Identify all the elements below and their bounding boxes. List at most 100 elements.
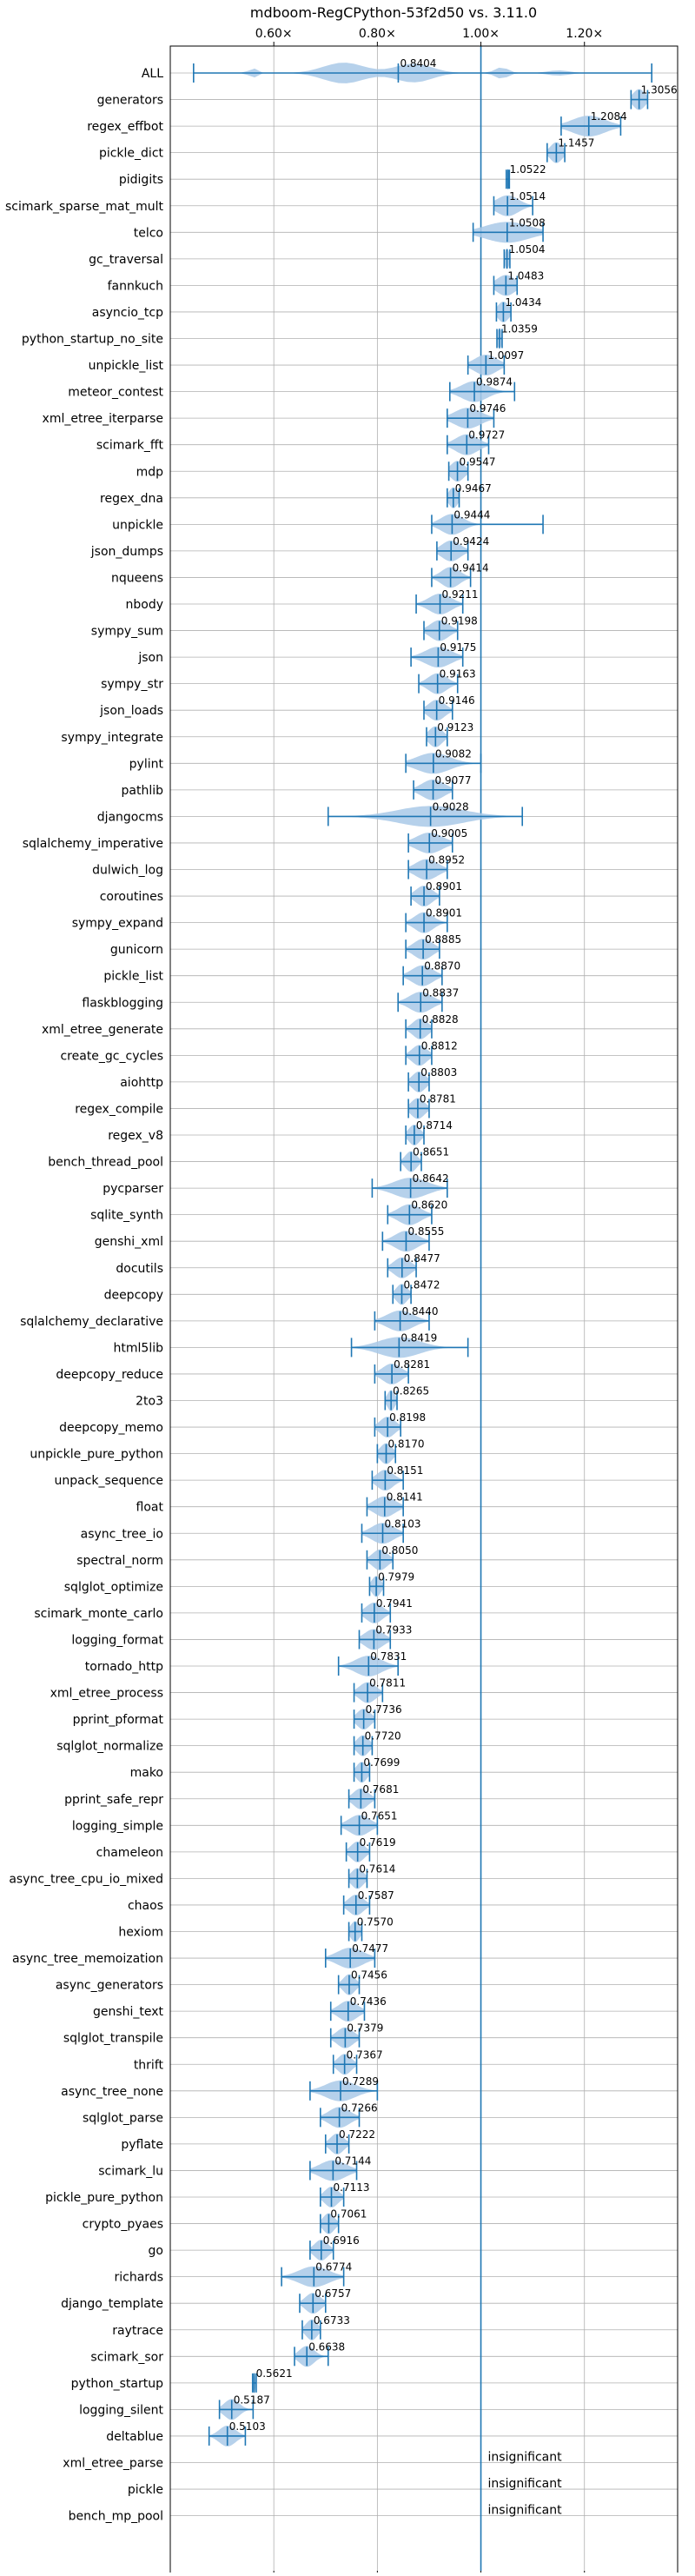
violin-layer — [193, 46, 653, 2571]
violin-mako — [353, 1762, 371, 1783]
grid-layer — [170, 42, 678, 2575]
benchmark-name: logging_silent — [79, 2403, 163, 2417]
violin-python_startup_no_site — [496, 328, 503, 349]
x-tick-label-top: 1.00× — [462, 27, 500, 41]
violin-deepcopy — [392, 1284, 412, 1305]
violin-pathlib — [413, 779, 453, 800]
value-label: 1.0359 — [501, 323, 538, 335]
value-label: 1.0483 — [507, 269, 544, 282]
violin-pprint_pformat — [353, 1709, 376, 1730]
value-label: 0.9005 — [431, 827, 467, 840]
benchmark-name: djangocms — [97, 810, 163, 824]
violin-pprint_safe_repr — [348, 1788, 376, 1809]
value-label: 0.7681 — [362, 1783, 399, 1796]
value-label: 0.8151 — [387, 1464, 423, 1477]
violin-genshi_xml — [381, 1231, 430, 1252]
value-label: 0.7979 — [378, 1570, 414, 1583]
benchmark-name: logging_format — [71, 1633, 163, 1647]
violin-flaskblogging — [397, 992, 443, 1013]
value-label: 0.9123 — [437, 721, 473, 734]
benchmark-name: async_tree_memoization — [12, 1952, 163, 1966]
benchmark-name: spectral_norm — [76, 1554, 163, 1568]
value-label: 0.8885 — [425, 933, 461, 946]
benchmark-name: deepcopy — [104, 1288, 163, 1302]
violin-scimark_monte_carlo — [361, 1602, 392, 1623]
benchmark-name: pathlib — [122, 784, 164, 798]
violin-raytrace — [301, 2319, 321, 2340]
benchmark-name: xml_etree_iterparse — [43, 412, 163, 426]
benchmark-name: mako — [130, 1766, 163, 1780]
benchmark-name: deepcopy_reduce — [56, 1368, 163, 1382]
benchmark-name: float — [136, 1501, 164, 1515]
value-label: 0.8281 — [394, 1358, 430, 1371]
violin-pickle_pure_python — [320, 2187, 345, 2208]
violin-mdp — [447, 461, 469, 482]
violin-pickle_list — [402, 965, 443, 986]
violin-coroutines — [410, 886, 440, 906]
benchmark-name: gc_traversal — [89, 253, 163, 267]
violin-json_dumps — [436, 540, 469, 561]
value-label: 0.7570 — [357, 1916, 394, 1929]
benchmark-name: pylint — [129, 757, 164, 771]
benchmark-name: thrift — [134, 2058, 164, 2072]
value-label: 0.7436 — [350, 1995, 387, 2008]
benchmark-name: tornado_http — [85, 1660, 163, 1674]
violin-telco — [472, 222, 544, 243]
violin-xml_etree_iterparse — [447, 408, 495, 429]
benchmark-name: chaos — [128, 1899, 163, 1913]
violin-unpickle_list — [467, 355, 506, 375]
violin-sqlglot_normalize — [353, 1735, 374, 1756]
violin-thrift — [332, 2054, 358, 2075]
violin-fannkuch — [493, 275, 519, 296]
violin-sqlglot_transpile — [329, 2027, 361, 2048]
value-label: 0.9874 — [476, 376, 513, 388]
violin-scimark_sparse_mat_mult — [493, 195, 533, 216]
benchmark-name: nbody — [126, 598, 164, 612]
chart-title: mdboom-RegCPython-53f2d50 vs. 3.11.0 — [250, 4, 537, 21]
value-label: 0.7289 — [342, 2075, 379, 2088]
violin-sqlglot_optimize — [368, 1576, 385, 1597]
benchmark-name: pidigits — [119, 173, 163, 187]
benchmark-name: genshi_text — [93, 2005, 164, 2019]
benchmark-name: sqlglot_normalize — [56, 1740, 163, 1754]
violin-ALL — [193, 63, 653, 83]
benchmark-name: sympy_sum — [91, 625, 163, 639]
benchmark-name: async_tree_io — [81, 1527, 163, 1541]
violin-async_tree_io — [361, 1523, 404, 1544]
violin-django_template — [299, 2293, 327, 2314]
value-label: 0.8714 — [416, 1119, 453, 1132]
value-label: 0.8803 — [420, 1066, 457, 1079]
violin-sqlalchemy_imperative — [407, 833, 453, 853]
violin-scimark_lu — [309, 2160, 358, 2181]
insignificant-label: insignificant — [488, 2504, 563, 2518]
value-label: 1.3056 — [641, 84, 678, 96]
insignificant-label: insignificant — [488, 2451, 563, 2465]
benchmark-name: asyncio_tcp — [92, 306, 163, 320]
violin-create_gc_cycles — [405, 1045, 433, 1066]
value-label: 0.8198 — [389, 1411, 426, 1424]
value-label: 0.9028 — [433, 800, 469, 813]
value-label: 0.8170 — [387, 1438, 424, 1451]
violin-python_startup — [251, 2372, 257, 2393]
value-label: 0.8440 — [402, 1305, 439, 1318]
value-label: 0.9198 — [441, 615, 478, 627]
value-label: 0.7811 — [369, 1677, 406, 1690]
value-label: 0.7061 — [330, 2208, 367, 2221]
insignificant-label: insignificant — [488, 2477, 563, 2491]
benchmark-name: sqlite_synth — [90, 1209, 163, 1223]
violin-logging_format — [358, 1629, 392, 1650]
benchmark-name: aiohttp — [120, 1076, 163, 1090]
value-label: 0.7477 — [352, 1942, 388, 1955]
violin-xml_etree_process — [353, 1682, 384, 1703]
benchmark-name: meteor_contest — [68, 386, 163, 400]
violin-scimark_fft — [447, 434, 490, 455]
value-label: 0.7222 — [339, 2128, 375, 2141]
benchmark-name: bench_mp_pool — [69, 2510, 163, 2524]
benchmark-name: raytrace — [112, 2324, 163, 2338]
benchmark-name: scimark_monte_carlo — [34, 1607, 163, 1621]
violin-spectral_norm — [366, 1549, 394, 1570]
violin-async_tree_memoization — [324, 1948, 376, 1969]
benchmark-name: crypto_pyaes — [83, 2218, 163, 2232]
violin-deepcopy_reduce — [374, 1364, 409, 1384]
